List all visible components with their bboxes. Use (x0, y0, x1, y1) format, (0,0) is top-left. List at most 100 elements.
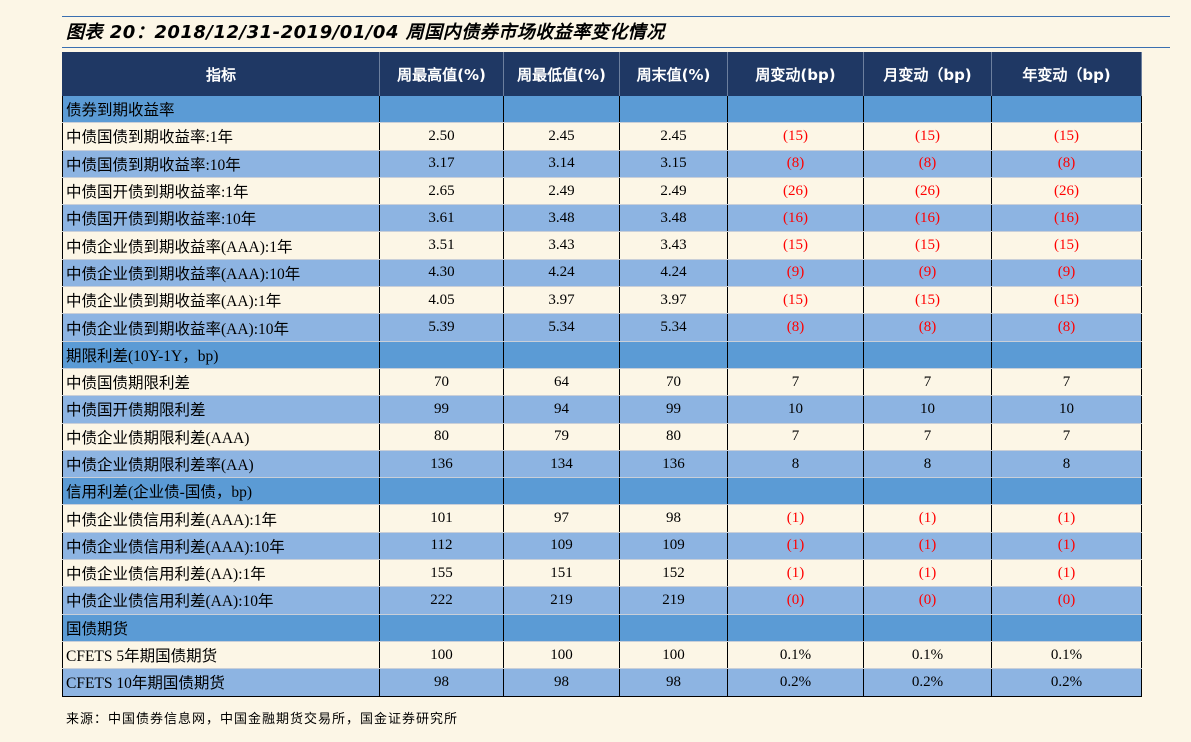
table-cell: 80 (619, 423, 728, 451)
table-cell: 3.48 (503, 204, 620, 233)
table-cell: (1) (991, 504, 1142, 533)
header-week-close: 周末值(%) (619, 52, 728, 96)
table-cell: 97 (503, 504, 620, 533)
table-cell: (15) (727, 122, 864, 151)
row-label: 中债企业债期限利差(AAA) (62, 423, 380, 451)
table-cell: 100 (619, 641, 728, 670)
table-cell: (1) (991, 559, 1142, 588)
section-empty-cell (863, 96, 992, 124)
table-cell: 70 (619, 368, 728, 397)
table-cell: (8) (863, 150, 992, 178)
table-cell: 7 (863, 368, 992, 397)
figure-title: 图表 20：2018/12/31-2019/01/04 周国内债券市场收益率变化… (66, 22, 665, 43)
table-row: 中债企业债期限利差率(AA) 136 134 136 8 8 8 (62, 450, 1142, 479)
table-cell: 98 (619, 504, 728, 533)
table-row: 中债国债到期收益率:10年 3.17 3.14 3.15 (8) (8) (8) (62, 150, 1142, 178)
section-empty-cell (991, 614, 1142, 642)
table-cell: 5.39 (379, 313, 504, 342)
table-cell: 109 (503, 532, 620, 561)
section-empty-cell (727, 96, 864, 124)
section-empty-cell (727, 614, 864, 642)
title-top-rule (62, 16, 1170, 17)
table-cell: 2.45 (503, 122, 620, 151)
table-cell: 94 (503, 395, 620, 424)
table-row: 中债国开债期限利差 99 94 99 10 10 10 (62, 395, 1142, 424)
table-cell: 10 (727, 395, 864, 424)
section-row: 期限利差(10Y-1Y，bp) (62, 341, 1142, 369)
section-empty-cell (503, 477, 620, 506)
table-cell: (0) (863, 586, 992, 615)
table-cell: 7 (991, 368, 1142, 397)
table-cell: 4.05 (379, 286, 504, 315)
section-label: 信用利差(企业债-国债，bp) (62, 477, 380, 506)
table-cell: (15) (991, 231, 1142, 260)
table-cell: 5.34 (619, 313, 728, 342)
table-cell: 3.15 (619, 150, 728, 178)
table-cell: (8) (727, 150, 864, 178)
table-cell: 10 (991, 395, 1142, 424)
table-cell: (26) (727, 177, 864, 206)
table-body: 债券到期收益率 中债国债到期收益率:1年 2.50 2.45 2.45 (15) (15)(… (62, 96, 1142, 697)
row-label: CFETS 10年期国债期货 (62, 668, 380, 697)
table-cell: (16) (991, 204, 1142, 233)
table-cell: (8) (991, 150, 1142, 178)
source-note: 来源：中国债券信息网，中国金融期货交易所，国金证券研究所 (66, 712, 459, 727)
table-cell: 3.97 (503, 286, 620, 315)
table-cell: 4.24 (619, 259, 728, 288)
table-row: 中债企业债信用利差(AA):1年 155 151 152 (1) (1) (1) (62, 559, 1142, 588)
table-cell: 99 (619, 395, 728, 424)
table-cell: 219 (503, 586, 620, 615)
table-cell: (1) (727, 559, 864, 588)
table-cell: 8 (863, 450, 992, 479)
table-cell: 100 (379, 641, 504, 670)
section-empty-cell (991, 477, 1142, 506)
table-cell: 2.49 (503, 177, 620, 206)
section-empty-cell (991, 341, 1142, 369)
table-cell: (1) (863, 532, 992, 561)
table-cell: 100 (503, 641, 620, 670)
table-cell: 3.14 (503, 150, 620, 178)
row-label: 中债企业债到期收益率(AA):1年 (62, 286, 380, 315)
table-cell: (1) (863, 504, 992, 533)
header-week-high: 周最高值(%) (379, 52, 504, 96)
section-row: 国债期货 (62, 614, 1142, 642)
section-empty-cell (863, 477, 992, 506)
row-label: CFETS 5年期国债期货 (62, 641, 380, 670)
table-cell: 155 (379, 559, 504, 588)
section-empty-cell (503, 614, 620, 642)
table-cell: 134 (503, 450, 620, 479)
table-cell: 7 (863, 423, 992, 451)
table-cell: 80 (379, 423, 504, 451)
row-label: 中债企业债到期收益率(AAA):10年 (62, 259, 380, 288)
table-cell: (15) (991, 122, 1142, 151)
section-row: 债券到期收益率 (62, 96, 1142, 124)
table-cell: (1) (991, 532, 1142, 561)
row-label: 中债国开债到期收益率:10年 (62, 204, 380, 233)
table-cell: 2.49 (619, 177, 728, 206)
row-label: 中债企业债到期收益率(AA):10年 (62, 313, 380, 342)
table-row: 中债企业债信用利差(AAA):10年 112 109 109 (1) (1) (1) (62, 532, 1142, 561)
table-cell: 4.24 (503, 259, 620, 288)
table-cell: 0.2% (863, 668, 992, 697)
section-empty-cell (863, 614, 992, 642)
table-cell: 136 (619, 450, 728, 479)
table-cell: 3.61 (379, 204, 504, 233)
header-week-low: 周最低值(%) (503, 52, 620, 96)
row-label: 中债企业债到期收益率(AAA):1年 (62, 231, 380, 260)
table-cell: 98 (379, 668, 504, 697)
section-empty-cell (379, 341, 504, 369)
header-month-change: 月变动（bp) (863, 52, 992, 96)
row-label: 中债国开债期限利差 (62, 395, 380, 424)
section-empty-cell (619, 614, 728, 642)
table-cell: 0.2% (727, 668, 864, 697)
table-cell: 112 (379, 532, 504, 561)
table-cell: 98 (503, 668, 620, 697)
table-cell: 0.2% (991, 668, 1142, 697)
table-cell: 152 (619, 559, 728, 588)
table-cell: (8) (991, 313, 1142, 342)
table-cell: 8 (991, 450, 1142, 479)
table-cell: (15) (991, 286, 1142, 315)
table-cell: (15) (863, 231, 992, 260)
section-empty-cell (727, 477, 864, 506)
table-cell: (8) (727, 313, 864, 342)
